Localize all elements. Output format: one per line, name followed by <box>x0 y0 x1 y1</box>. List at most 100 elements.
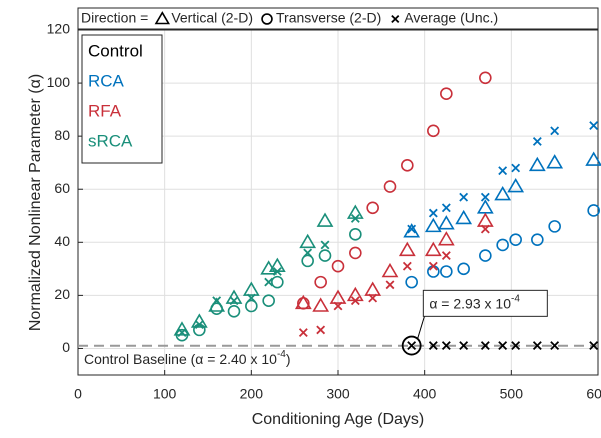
circle-marker <box>175 328 189 342</box>
triangle-marker <box>364 281 382 296</box>
circle-marker <box>440 87 453 100</box>
y-tick-label: 120 <box>47 21 71 37</box>
circle-marker <box>261 13 273 25</box>
cross-marker <box>550 126 560 136</box>
cross-marker <box>320 240 330 250</box>
y-tick-label: 20 <box>54 286 70 302</box>
baseline-label: Control Baseline (α = 2.40 x 10-4) <box>84 349 291 367</box>
circle-marker <box>227 305 241 318</box>
cross-marker <box>589 341 599 350</box>
cross-marker <box>532 341 542 350</box>
legend-entry: RFA <box>88 101 122 120</box>
cross-marker <box>212 296 222 306</box>
cross-marker <box>194 320 204 330</box>
circle-marker <box>366 201 379 215</box>
cross-marker <box>428 341 438 350</box>
cross-marker <box>333 301 343 311</box>
circle-marker <box>349 228 362 241</box>
direction-legend-box <box>77 7 599 30</box>
triangle-marker <box>381 262 399 278</box>
cross-marker <box>407 224 417 234</box>
x-tick-label: 200 <box>240 386 264 402</box>
triangle-marker <box>312 297 330 312</box>
circle-marker <box>531 233 544 246</box>
triangle-marker <box>299 233 317 249</box>
annotation-sup: -4 <box>511 293 520 304</box>
annotation-pointer <box>417 313 426 339</box>
triangle-marker <box>455 209 473 225</box>
cross-marker <box>480 341 490 350</box>
circle-marker <box>314 275 327 289</box>
legend-label: Transverse (2-D) <box>276 10 381 26</box>
circle-marker <box>440 265 453 278</box>
triangle-marker <box>585 151 601 166</box>
cross-marker <box>511 163 521 173</box>
cross-marker <box>459 192 469 202</box>
triangle-marker <box>403 223 421 238</box>
circle-marker <box>548 220 561 233</box>
y-axis-label: Normalized Nonlinear Parameter (α) <box>27 74 44 331</box>
triangle-marker <box>546 154 564 169</box>
cross-marker <box>550 341 560 350</box>
triangle-marker <box>476 212 494 227</box>
legend-entry: Control <box>88 41 143 60</box>
cross-marker <box>532 137 542 146</box>
cross-marker <box>385 280 395 290</box>
baseline-sup: -4 <box>277 349 286 360</box>
cross-marker <box>402 261 412 271</box>
triangle-marker <box>528 156 546 172</box>
cross-marker <box>498 341 508 350</box>
triangle-marker <box>316 212 334 227</box>
cross-marker <box>589 121 599 130</box>
triangle-marker <box>424 241 442 257</box>
x-tick-label: 600 <box>586 386 601 402</box>
circle-marker <box>405 275 418 289</box>
triangle-marker <box>242 281 260 296</box>
x-axis-label: Conditioning Age (Days) <box>252 411 425 428</box>
cross-marker <box>441 203 451 213</box>
legend-label: Average (Unc.) <box>404 10 498 26</box>
cross-marker <box>229 296 239 306</box>
circle-marker <box>401 159 414 172</box>
circle-marker <box>262 294 275 307</box>
triangle-marker <box>437 215 455 230</box>
cross-marker <box>350 296 360 306</box>
triangle-marker <box>398 241 416 257</box>
cross-marker <box>441 251 451 261</box>
cross-marker <box>246 293 256 303</box>
circle-marker <box>427 124 440 138</box>
cross-marker <box>272 267 282 276</box>
circle-marker <box>331 259 345 273</box>
circle-marker <box>318 249 332 262</box>
annotation: α = 2.93 x 10-4 <box>429 293 520 311</box>
cross-marker <box>459 341 469 350</box>
x-tick-label: 100 <box>153 386 177 402</box>
cross-marker <box>441 341 451 350</box>
cross-marker <box>498 166 508 176</box>
circle-marker <box>587 204 600 217</box>
circle-marker <box>271 275 284 289</box>
triangle-marker <box>507 177 525 193</box>
cross-marker <box>350 213 360 223</box>
circle-marker <box>479 71 492 85</box>
circle-marker <box>509 233 522 246</box>
baseline-tail: ) <box>286 351 291 367</box>
cross-marker <box>428 261 438 271</box>
x-tick-label: 400 <box>413 386 437 402</box>
triangle-marker <box>154 11 171 25</box>
triangle-marker <box>437 231 455 246</box>
cross-marker <box>368 293 378 303</box>
circle-marker <box>297 297 310 310</box>
circle-marker <box>301 254 314 268</box>
cross-marker <box>177 328 187 337</box>
y-tick-label: 80 <box>54 127 70 143</box>
cross-marker <box>511 341 521 350</box>
cross-marker <box>391 14 400 24</box>
cross-marker <box>480 192 490 202</box>
legend-label: Vertical (2-D) <box>171 10 253 26</box>
cross-marker <box>480 224 490 234</box>
legend-entry: RCA <box>88 71 125 90</box>
cross-marker <box>316 325 326 335</box>
y-tick-label: 100 <box>47 74 71 90</box>
circle-marker <box>479 249 492 262</box>
